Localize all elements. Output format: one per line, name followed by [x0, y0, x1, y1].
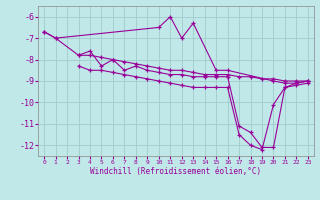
- X-axis label: Windchill (Refroidissement éolien,°C): Windchill (Refroidissement éolien,°C): [91, 167, 261, 176]
